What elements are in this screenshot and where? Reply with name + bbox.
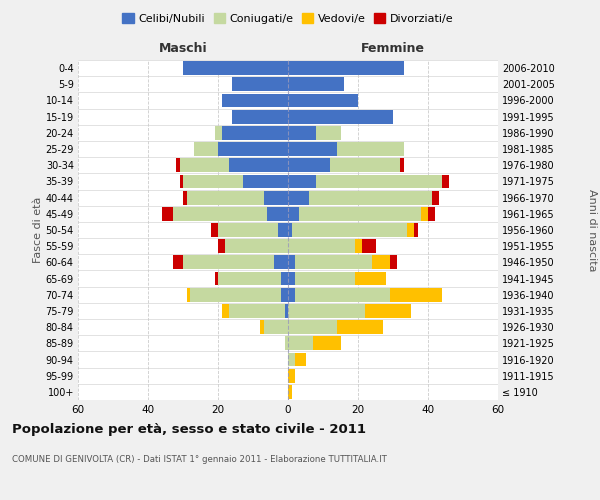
Bar [288, 336, 313, 350]
Text: Anni di nascita: Anni di nascita [587, 188, 597, 271]
Bar [288, 142, 337, 156]
Bar [211, 223, 218, 237]
Bar [218, 223, 277, 237]
Bar [389, 288, 442, 302]
Bar [288, 126, 316, 140]
Bar [389, 256, 397, 270]
Bar [173, 207, 267, 220]
Bar [288, 320, 337, 334]
Bar [288, 272, 295, 285]
Bar [215, 272, 218, 285]
Bar [316, 174, 442, 188]
Bar [281, 272, 288, 285]
Bar [193, 142, 218, 156]
Bar [176, 158, 179, 172]
Bar [330, 158, 400, 172]
Bar [221, 126, 288, 140]
Bar [361, 240, 376, 253]
Bar [288, 190, 309, 204]
Text: Popolazione per età, sesso e stato civile - 2011: Popolazione per età, sesso e stato civil… [12, 422, 366, 436]
Bar [407, 223, 414, 237]
Bar [355, 272, 386, 285]
Bar [183, 190, 187, 204]
Bar [274, 256, 288, 270]
Text: Femmine: Femmine [361, 42, 425, 55]
Bar [225, 240, 288, 253]
Bar [183, 174, 242, 188]
Bar [421, 207, 428, 220]
Bar [221, 304, 229, 318]
Bar [190, 288, 281, 302]
Bar [414, 223, 418, 237]
Bar [295, 272, 355, 285]
Bar [355, 240, 361, 253]
Bar [187, 190, 263, 204]
Bar [337, 142, 404, 156]
Bar [277, 223, 288, 237]
Bar [179, 174, 183, 188]
Bar [242, 174, 288, 188]
Bar [288, 352, 295, 366]
Bar [183, 256, 274, 270]
Bar [221, 94, 288, 108]
Text: COMUNE DI GENIVOLTA (CR) - Dati ISTAT 1° gennaio 2011 - Elaborazione TUTTITALIA.: COMUNE DI GENIVOLTA (CR) - Dati ISTAT 1°… [12, 455, 387, 464]
Bar [313, 336, 341, 350]
Bar [218, 240, 225, 253]
Bar [292, 223, 407, 237]
Bar [263, 190, 288, 204]
Bar [288, 288, 295, 302]
Bar [288, 207, 299, 220]
Bar [442, 174, 449, 188]
Bar [365, 304, 410, 318]
Bar [337, 320, 383, 334]
Bar [372, 256, 389, 270]
Bar [316, 126, 341, 140]
Bar [288, 78, 344, 91]
Bar [284, 304, 288, 318]
Bar [288, 94, 358, 108]
Bar [218, 142, 288, 156]
Bar [288, 174, 316, 188]
Bar [183, 61, 288, 75]
Bar [218, 272, 281, 285]
Bar [431, 190, 439, 204]
Bar [309, 190, 431, 204]
Bar [288, 369, 295, 382]
Bar [179, 158, 229, 172]
Bar [288, 385, 292, 399]
Bar [288, 256, 295, 270]
Bar [284, 336, 288, 350]
Bar [400, 158, 404, 172]
Bar [288, 240, 355, 253]
Bar [299, 207, 421, 220]
Bar [215, 126, 221, 140]
Bar [267, 207, 288, 220]
Bar [428, 207, 435, 220]
Legend: Celibi/Nubili, Coniugati/e, Vedovi/e, Divorziati/e: Celibi/Nubili, Coniugati/e, Vedovi/e, Di… [120, 11, 456, 26]
Bar [229, 158, 288, 172]
Y-axis label: Fasce di età: Fasce di età [32, 197, 43, 263]
Bar [288, 304, 365, 318]
Bar [263, 320, 288, 334]
Text: Maschi: Maschi [158, 42, 208, 55]
Bar [260, 320, 263, 334]
Bar [187, 288, 190, 302]
Bar [288, 61, 404, 75]
Bar [295, 288, 389, 302]
Bar [295, 352, 305, 366]
Bar [281, 288, 288, 302]
Bar [288, 158, 330, 172]
Bar [173, 256, 183, 270]
Bar [288, 110, 393, 124]
Bar [232, 78, 288, 91]
Bar [295, 256, 372, 270]
Bar [229, 304, 284, 318]
Bar [288, 223, 292, 237]
Bar [232, 110, 288, 124]
Bar [162, 207, 173, 220]
